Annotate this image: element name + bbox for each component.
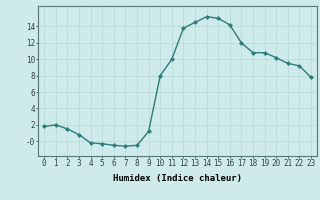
X-axis label: Humidex (Indice chaleur): Humidex (Indice chaleur) <box>113 174 242 183</box>
